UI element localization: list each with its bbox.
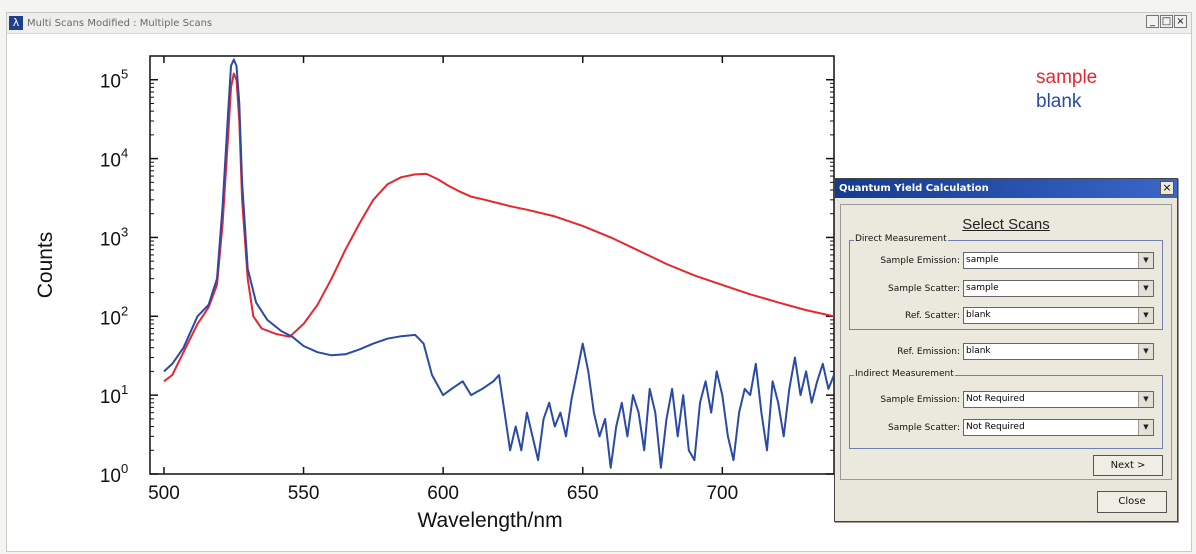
y-tick-label: 105 xyxy=(100,67,128,93)
ref-emission-select[interactable]: blank ▼ xyxy=(963,343,1154,360)
y-axis-label: Counts xyxy=(34,232,57,299)
y-tick-label: 102 xyxy=(100,303,128,329)
select-value: blank xyxy=(966,310,991,320)
dropdown-arrow-icon[interactable]: ▼ xyxy=(1138,281,1153,296)
dialog-close-icon[interactable]: × xyxy=(1160,181,1174,195)
legend-blank: blank xyxy=(1036,91,1082,112)
direct-sample-scatter-select[interactable]: sample ▼ xyxy=(963,280,1154,297)
select-scans-heading: Select Scans xyxy=(962,216,1050,233)
x-tick-label: 550 xyxy=(288,483,320,504)
field-label: Sample Emission: xyxy=(880,255,960,266)
direct-sample-emission-select[interactable]: sample ▼ xyxy=(963,252,1154,269)
indirect-measurement-label: Indirect Measurement xyxy=(854,369,955,379)
direct-measurement-label: Direct Measurement xyxy=(854,234,948,244)
series-line-blank xyxy=(163,58,835,469)
quantum-yield-dialog: Quantum Yield Calculation × Select Scans… xyxy=(834,178,1178,522)
direct-measurement-group: Direct Measurement Sample Emission: samp… xyxy=(849,234,1163,330)
window-controls: _ □ × xyxy=(1146,15,1187,28)
indirect-sample-scatter-row: Sample Scatter: Not Required ▼ xyxy=(850,418,1154,437)
select-value: Not Required xyxy=(966,394,1025,404)
indirect-sample-scatter-select[interactable]: Not Required ▼ xyxy=(963,419,1154,436)
field-label: Sample Scatter: xyxy=(888,422,960,433)
window-title: Multi Scans Modified : Multiple Scans xyxy=(27,17,213,29)
direct-ref-scatter-select[interactable]: blank ▼ xyxy=(963,307,1154,324)
y-tick-label: 104 xyxy=(100,146,128,172)
y-axis: 100 101 102 103 104 105 xyxy=(100,55,834,487)
dropdown-arrow-icon[interactable]: ▼ xyxy=(1138,344,1153,359)
field-label: Sample Scatter: xyxy=(888,283,960,294)
close-button[interactable]: Close xyxy=(1097,491,1167,513)
dropdown-arrow-icon[interactable]: ▼ xyxy=(1138,392,1153,407)
dialog-titlebar[interactable]: Quantum Yield Calculation × xyxy=(835,179,1177,198)
x-tick-label: 650 xyxy=(567,483,599,504)
indirect-sample-emission-select[interactable]: Not Required ▼ xyxy=(963,391,1154,408)
field-label: Sample Emission: xyxy=(880,394,960,405)
ref-emission-row: Ref. Emission: blank ▼ xyxy=(850,342,1154,361)
direct-sample-emission-row: Sample Emission: sample ▼ xyxy=(850,251,1154,270)
legend-sample: sample xyxy=(1036,67,1097,88)
direct-ref-scatter-row: Ref. Scatter: blank ▼ xyxy=(850,306,1154,325)
next-button[interactable]: Next > xyxy=(1093,455,1163,476)
x-axis-label: Wavelength/nm xyxy=(417,509,562,532)
select-value: sample xyxy=(966,283,999,293)
close-window-button[interactable]: × xyxy=(1174,15,1187,28)
minimize-button[interactable]: _ xyxy=(1146,15,1159,28)
field-label: Ref. Emission: xyxy=(897,346,960,357)
dialog-title: Quantum Yield Calculation xyxy=(839,183,989,194)
dropdown-arrow-icon[interactable]: ▼ xyxy=(1138,308,1153,323)
indirect-measurement-group: Indirect Measurement Sample Emission: No… xyxy=(849,369,1163,449)
y-tick-label: 100 xyxy=(100,461,128,487)
select-value: sample xyxy=(966,255,999,265)
field-label: Ref. Scatter: xyxy=(905,310,960,321)
main-titlebar[interactable]: λ Multi Scans Modified : Multiple Scans … xyxy=(7,13,1191,34)
plot-area-frame xyxy=(149,55,835,475)
select-value: Not Required xyxy=(966,422,1025,432)
select-value: blank xyxy=(966,346,991,356)
maximize-button[interactable]: □ xyxy=(1160,15,1173,28)
x-tick-label: 700 xyxy=(706,483,738,504)
x-axis: 500 550 600 650 700 xyxy=(148,56,738,504)
series-line-sample xyxy=(163,72,835,383)
series-group xyxy=(163,58,835,469)
lambda-app-icon: λ xyxy=(9,16,23,30)
y-tick-label: 101 xyxy=(100,382,128,408)
direct-sample-scatter-row: Sample Scatter: sample ▼ xyxy=(850,279,1154,298)
dialog-content-panel: Select Scans Direct Measurement Sample E… xyxy=(840,204,1172,480)
dropdown-arrow-icon[interactable]: ▼ xyxy=(1138,253,1153,268)
x-tick-label: 500 xyxy=(148,483,180,504)
y-tick-label: 103 xyxy=(100,224,128,250)
x-tick-label: 600 xyxy=(427,483,459,504)
dropdown-arrow-icon[interactable]: ▼ xyxy=(1138,420,1153,435)
indirect-sample-emission-row: Sample Emission: Not Required ▼ xyxy=(850,390,1154,409)
